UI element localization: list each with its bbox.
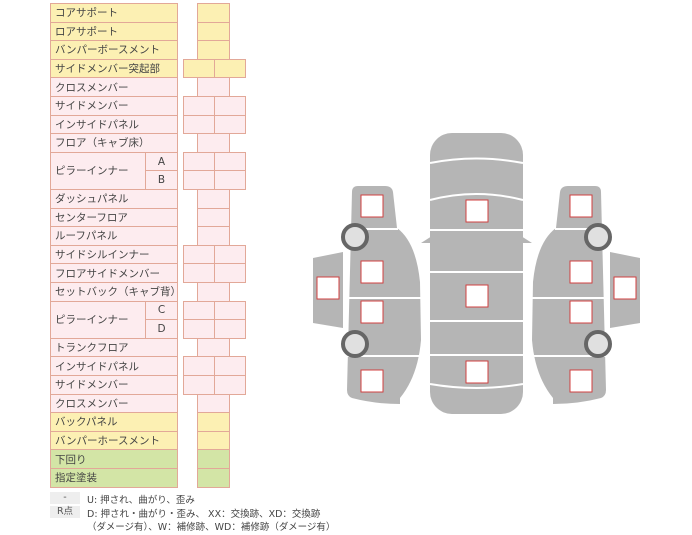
part-sub-label: A [145, 151, 178, 172]
check-cell-right[interactable] [214, 263, 246, 283]
car-right-side [530, 184, 642, 406]
part-label: センターフロア [50, 207, 178, 228]
part-label: フロアサイドメンバー [50, 263, 178, 283]
part-label: サイドメンバー [50, 96, 178, 116]
part-label: 指定塗装 [50, 468, 178, 488]
check-cell-right[interactable] [214, 170, 246, 190]
marker-box [360, 300, 384, 324]
legend-key-dash: - [50, 492, 80, 504]
part-label: フロア（キャブ床） [50, 133, 178, 153]
legend-key-r: R点 [50, 506, 80, 518]
marker-box [465, 284, 489, 308]
check-cell-right[interactable] [214, 114, 246, 135]
check-cell-right[interactable] [214, 58, 246, 79]
wheel-icon [341, 223, 369, 251]
check-cell-right[interactable] [214, 375, 246, 395]
part-label: サイドシルインナー [50, 244, 178, 265]
marker-box [465, 360, 489, 384]
legend-text-w: （ダメージ有）、W：補修跡、WD：補修跡（ダメージ有） [87, 522, 336, 533]
marker-box [360, 194, 384, 218]
part-label: ピラーインナー [50, 300, 146, 339]
car-top-view [421, 133, 532, 414]
legend-text-u: U: 押され、曲がり、歪み [87, 495, 195, 506]
part-label: ピラーインナー [50, 151, 146, 190]
part-sub-label: C [145, 300, 178, 321]
part-label: バックパネル [50, 412, 178, 432]
marker-box [316, 276, 340, 300]
check-cell-right[interactable] [214, 319, 246, 339]
part-label: サイドメンバー突起部 [50, 58, 178, 79]
part-label: バンパーボースメント [50, 40, 178, 60]
car-left-side [313, 186, 421, 404]
marker-box [465, 199, 489, 223]
marker-box [360, 369, 384, 393]
part-label: インサイドパネル [50, 114, 178, 135]
part-label: クロスメンバー [50, 77, 178, 97]
marker-box [360, 260, 384, 284]
wheel-icon [341, 330, 369, 358]
check-cell[interactable] [197, 468, 230, 488]
legend-text-d: D: 押され・曲がり・歪み、 XX：交換跡、XD：交換跡 [87, 509, 321, 520]
part-label: クロスメンバー [50, 393, 178, 414]
part-label: バンパーホースメント [50, 430, 178, 451]
